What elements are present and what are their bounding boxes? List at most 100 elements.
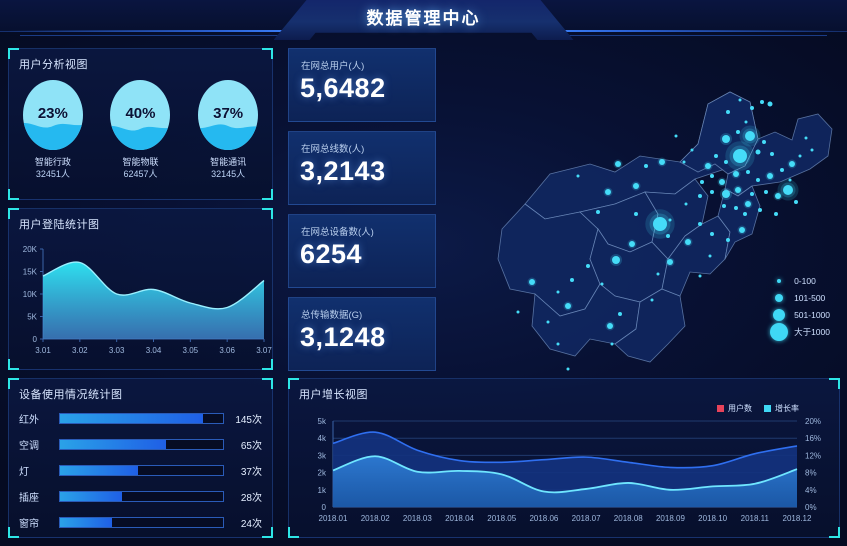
device-usage-bar-row[interactable]: 灯 37次 <box>19 459 262 481</box>
svg-text:3k: 3k <box>318 451 327 460</box>
kpi-card-online-users[interactable]: 在网总用户(人) 5,6482 <box>288 48 436 122</box>
svg-text:5K: 5K <box>27 313 37 322</box>
device-usage-bar-row[interactable]: 插座 28次 <box>19 485 262 507</box>
svg-text:16%: 16% <box>805 434 821 443</box>
bar-value: 145次 <box>235 414 262 426</box>
bar-fill <box>60 465 139 475</box>
growth-area-chart[interactable]: 0 1k 2k 3k 4k 5k 0% 4% 8% 12% 16% 20% 2018.01 2018.02… <box>289 407 839 535</box>
map-legend-dot-icon <box>768 293 790 302</box>
liquid-gauge-count: 32145人 <box>211 169 246 180</box>
corner-bracket-icon <box>262 48 273 59</box>
liquid-gauge-caption: 智能物联 62457人 <box>104 156 176 180</box>
header-thin-line-left <box>20 35 290 36</box>
device-usage-bar-row[interactable]: 红外 145次 <box>19 407 262 429</box>
svg-text:2018.11: 2018.11 <box>741 514 770 523</box>
map-legend: 0-100 101-500 501-1000 大于1000 <box>768 272 830 341</box>
device-usage-bar-row[interactable]: 窗帘 24次 <box>19 511 262 533</box>
liquid-gauge-item[interactable]: 37% 智能通讯 32145人 <box>192 79 264 180</box>
map-region-scatter[interactable]: 0-100 101-500 501-1000 大于1000 <box>440 44 840 374</box>
panel-user-growth: 用户增长视图 用户数 增长率 0 1k 2k 3k 4k 5k 0% 4% 8% 12% 16% 20%… <box>288 378 840 538</box>
map-legend-row: 0-100 <box>768 272 830 289</box>
liquid-gauge-caption: 智能行政 32451人 <box>17 156 89 180</box>
device-usage-bar-row[interactable]: 空调 65次 <box>19 433 262 455</box>
liquid-gauge-item[interactable]: 23% 智能行政 32451人 <box>17 79 89 180</box>
legend-label: 用户数 <box>728 404 752 413</box>
svg-text:2018.06: 2018.06 <box>529 514 558 523</box>
corner-bracket-icon <box>262 378 273 389</box>
legend-item[interactable]: 增长率 <box>764 403 799 414</box>
growth-chart-legend[interactable]: 用户数 增长率 <box>717 403 799 414</box>
svg-text:3.03: 3.03 <box>109 346 125 355</box>
liquid-gauge-percent: 23% <box>37 104 68 122</box>
bar-fill <box>60 439 166 449</box>
panel-title-user-growth: 用户增长视图 <box>299 389 368 401</box>
liquid-gauge-percent: 37% <box>213 104 244 122</box>
liquid-gauge-caption: 智能通讯 32145人 <box>192 156 264 180</box>
map-legend-label: 0-100 <box>794 275 816 286</box>
svg-text:4k: 4k <box>318 434 327 443</box>
login-area-chart[interactable]: 0 5K 10K 15K 20K 3.01 3.02 3.03 3.04 3.05 3.06 3.07 <box>9 239 272 367</box>
bar-track <box>59 412 224 424</box>
bar-label: 窗帘 <box>19 518 39 530</box>
bar-label: 红外 <box>19 414 39 426</box>
kpi-card-online-devices[interactable]: 在网总设备数(人) 6254 <box>288 214 436 288</box>
bar-track <box>59 464 224 476</box>
bar-track <box>59 490 224 502</box>
map-legend-dot-icon <box>768 322 790 341</box>
bar-fill <box>60 413 204 423</box>
svg-text:2018.08: 2018.08 <box>614 514 643 523</box>
panel-title-login-stats: 用户登陆统计图 <box>19 219 100 231</box>
bar-label: 灯 <box>19 466 29 478</box>
svg-text:4%: 4% <box>805 486 817 495</box>
svg-text:2018.09: 2018.09 <box>656 514 685 523</box>
svg-text:2018.07: 2018.07 <box>572 514 601 523</box>
svg-text:3.06: 3.06 <box>219 346 235 355</box>
legend-item[interactable]: 用户数 <box>717 403 752 414</box>
liquid-gauge-item[interactable]: 40% 智能物联 62457人 <box>104 79 176 180</box>
map-legend-row: 大于1000 <box>768 322 830 341</box>
bar-value: 28次 <box>240 492 262 504</box>
panel-login-stats: 用户登陆统计图 0 5K 10K 15K 20K 3.01 3.02 3.03 3.04 3.05… <box>8 208 273 370</box>
corner-bracket-icon <box>8 48 19 59</box>
kpi-card-total-data[interactable]: 总传输数据(G) 3,1248 <box>288 297 436 371</box>
panel-title-user-analysis: 用户分析视图 <box>19 59 88 71</box>
panel-title-device-usage: 设备使用情况统计图 <box>19 389 123 401</box>
bar-value: 37次 <box>240 466 262 478</box>
bar-label: 插座 <box>19 492 39 504</box>
svg-text:3.07: 3.07 <box>256 346 272 355</box>
page-title: 数据管理中心 <box>366 9 481 28</box>
bar-label: 空调 <box>19 440 39 452</box>
liquid-gauge-count: 32451人 <box>35 169 70 180</box>
svg-text:2018.03: 2018.03 <box>403 514 432 523</box>
kpi-value: 6254 <box>300 239 363 269</box>
svg-text:3.02: 3.02 <box>72 346 88 355</box>
legend-label: 增长率 <box>775 404 799 413</box>
svg-text:3.01: 3.01 <box>35 346 51 355</box>
svg-text:2018.04: 2018.04 <box>445 514 474 523</box>
svg-text:2018.02: 2018.02 <box>361 514 390 523</box>
svg-text:15K: 15K <box>23 268 38 277</box>
panel-device-usage: 设备使用情况统计图 红外 145次空调 65次灯 37次插座 28次窗帘 24次 <box>8 378 273 538</box>
bar-track <box>59 516 224 528</box>
map-legend-label: 101-500 <box>794 292 826 303</box>
header-accent-line-right <box>539 30 839 32</box>
kpi-value: 3,1248 <box>300 322 386 352</box>
svg-text:2018.05: 2018.05 <box>487 514 516 523</box>
svg-text:0: 0 <box>33 335 38 344</box>
liquid-gauge-count: 62457人 <box>123 169 158 180</box>
kpi-label: 总传输数据(G) <box>301 310 363 321</box>
svg-text:0: 0 <box>322 503 327 512</box>
kpi-label: 在网总线数(人) <box>301 144 365 155</box>
corner-bracket-icon <box>262 189 273 200</box>
legend-swatch-icon <box>717 405 724 412</box>
svg-text:10K: 10K <box>23 290 38 299</box>
svg-text:0%: 0% <box>805 503 817 512</box>
kpi-value: 5,6482 <box>300 73 386 103</box>
svg-text:3.04: 3.04 <box>146 346 162 355</box>
liquid-gauge-name: 智能通讯 <box>210 157 247 167</box>
map-svg[interactable] <box>440 44 840 374</box>
kpi-card-online-lines[interactable]: 在网总线数(人) 3,2143 <box>288 131 436 205</box>
liquid-gauge-name: 智能物联 <box>122 157 159 167</box>
corner-bracket-icon <box>288 378 299 389</box>
